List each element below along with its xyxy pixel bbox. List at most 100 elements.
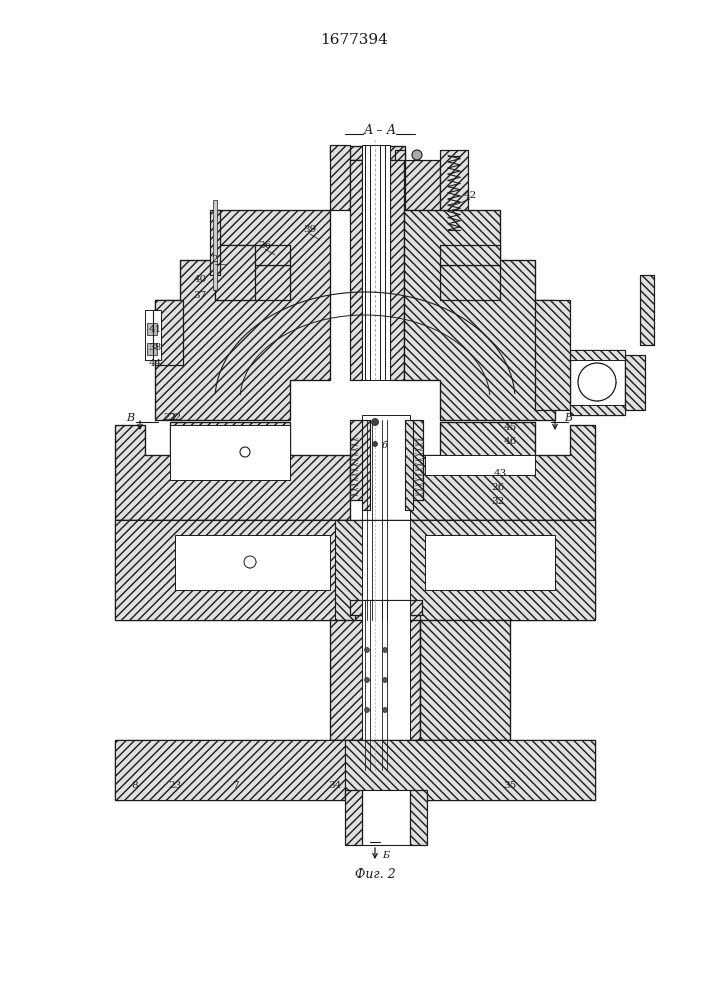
Text: 22: 22	[163, 414, 177, 422]
Text: 32: 32	[491, 497, 505, 506]
Bar	[155, 300, 183, 365]
Bar	[440, 265, 500, 300]
Bar	[405, 420, 413, 510]
Text: 46: 46	[503, 438, 517, 446]
Bar	[115, 520, 345, 620]
Circle shape	[365, 708, 370, 712]
Circle shape	[240, 447, 250, 457]
Bar	[330, 620, 420, 740]
Bar	[175, 535, 330, 590]
Text: 44: 44	[148, 360, 162, 368]
Text: 7: 7	[232, 780, 238, 790]
Bar	[215, 245, 290, 265]
Circle shape	[412, 150, 422, 160]
Circle shape	[382, 648, 387, 652]
Bar	[395, 150, 405, 210]
Text: 38: 38	[148, 344, 162, 353]
Bar	[350, 160, 362, 380]
Bar	[640, 275, 654, 345]
Bar	[390, 160, 404, 380]
Bar	[362, 420, 370, 510]
Bar	[350, 420, 368, 500]
Text: 41: 41	[148, 326, 162, 334]
Text: 36: 36	[258, 240, 271, 249]
Bar	[330, 145, 350, 210]
Bar	[330, 146, 405, 160]
Bar	[535, 300, 570, 410]
Bar	[115, 740, 345, 800]
Bar	[145, 310, 161, 360]
Bar	[147, 323, 157, 335]
Bar	[362, 600, 410, 770]
Bar	[405, 420, 413, 510]
Bar	[330, 146, 405, 160]
Bar	[425, 455, 535, 475]
Bar	[213, 200, 217, 290]
Bar	[215, 265, 290, 300]
Bar	[440, 245, 500, 265]
Bar	[170, 425, 290, 480]
Text: 35: 35	[503, 780, 517, 790]
Text: В: В	[126, 413, 134, 423]
Bar	[640, 275, 654, 345]
Text: 39: 39	[303, 226, 317, 234]
Polygon shape	[405, 422, 595, 520]
Bar	[440, 150, 468, 240]
Bar	[362, 790, 410, 845]
Bar	[405, 420, 423, 500]
Text: А – А: А – А	[363, 123, 397, 136]
Circle shape	[578, 363, 616, 401]
Text: 23: 23	[168, 780, 182, 790]
Bar	[215, 245, 290, 265]
Bar	[345, 790, 362, 845]
Bar	[410, 790, 427, 845]
Bar	[215, 245, 255, 300]
Bar	[350, 420, 368, 500]
Text: б: б	[382, 442, 388, 450]
Circle shape	[382, 708, 387, 712]
Circle shape	[244, 556, 256, 568]
Bar	[535, 300, 570, 410]
Bar	[362, 420, 370, 510]
Bar	[345, 740, 595, 800]
Bar	[210, 210, 220, 275]
Circle shape	[373, 442, 378, 446]
Bar	[330, 145, 350, 210]
Bar	[362, 415, 410, 620]
Bar	[405, 420, 423, 500]
Bar	[350, 160, 362, 380]
Text: 34: 34	[328, 780, 341, 790]
Text: 26: 26	[491, 483, 505, 491]
Text: 45: 45	[503, 424, 517, 432]
Polygon shape	[404, 210, 555, 420]
Circle shape	[382, 678, 387, 682]
Bar	[405, 160, 440, 220]
Bar	[625, 355, 645, 410]
Bar	[625, 355, 645, 410]
Bar	[355, 615, 420, 640]
Text: 1677394: 1677394	[320, 33, 388, 47]
Bar	[115, 520, 595, 620]
Polygon shape	[115, 422, 350, 520]
Bar	[570, 350, 625, 360]
Text: 42: 42	[463, 190, 477, 200]
Circle shape	[365, 648, 370, 652]
Text: 2: 2	[211, 255, 218, 264]
Bar	[405, 160, 440, 220]
Text: Фиг. 2: Фиг. 2	[355, 868, 395, 882]
Text: 40: 40	[194, 275, 206, 284]
Bar	[395, 150, 405, 210]
Text: 8: 8	[132, 780, 139, 790]
Circle shape	[371, 418, 378, 426]
Bar	[570, 350, 625, 415]
Bar	[420, 620, 510, 740]
Text: Б: Б	[382, 852, 390, 860]
Bar	[155, 300, 183, 365]
Bar	[335, 520, 595, 620]
Bar	[210, 210, 220, 275]
Bar	[147, 343, 157, 355]
Bar	[350, 600, 422, 615]
Text: 37: 37	[194, 290, 206, 300]
Circle shape	[365, 678, 370, 682]
Bar	[570, 405, 625, 415]
